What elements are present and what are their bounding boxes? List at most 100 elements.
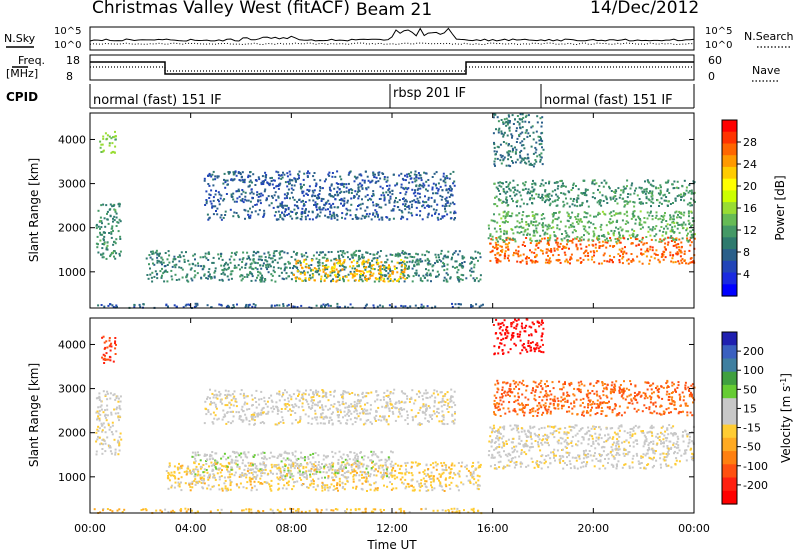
scatter-cell <box>522 233 525 236</box>
scatter-cell <box>194 483 197 486</box>
scatter-cell <box>687 232 689 235</box>
scatter-cell <box>351 273 354 276</box>
scatter-cell <box>336 170 339 173</box>
scatter-cell <box>379 278 382 281</box>
scatter-cell <box>289 266 292 269</box>
scatter-cell <box>273 455 276 458</box>
scatter-cell <box>95 450 98 453</box>
scatter-cell <box>390 474 393 477</box>
scatter-cell <box>203 455 206 457</box>
scatter-cell <box>182 306 185 309</box>
scatter-cell <box>110 151 113 154</box>
scatter-cell <box>156 261 159 264</box>
scatter-cell <box>445 204 448 207</box>
scatter-cell <box>655 186 657 189</box>
scatter-cell <box>693 191 696 194</box>
scatter-cell <box>193 305 196 308</box>
scatter-cell <box>243 468 246 471</box>
scatter-cell <box>529 134 531 137</box>
scatter-cell <box>523 147 526 150</box>
scatter-cell <box>676 227 679 230</box>
scatter-cell <box>223 178 225 181</box>
scatter-cell <box>479 252 481 255</box>
scatter-cell <box>666 223 669 226</box>
scatter-cell <box>280 271 283 274</box>
scatter-cell <box>387 189 390 192</box>
scatter-cell <box>364 195 367 198</box>
scatter-cell <box>462 274 465 277</box>
scatter-cell <box>398 468 401 471</box>
scatter-cell <box>262 461 265 464</box>
scatter-cell <box>196 468 199 471</box>
scatter-cell <box>512 149 514 151</box>
scatter-cell <box>388 218 391 221</box>
scatter-cell <box>109 303 111 306</box>
scatter-cell <box>331 476 334 479</box>
scatter-cell <box>178 278 181 281</box>
scatter-cell <box>451 462 454 465</box>
scatter-cell <box>438 479 440 482</box>
scatter-cell <box>312 456 315 459</box>
scatter-cell <box>475 277 478 280</box>
scatter-cell <box>510 145 513 148</box>
scatter-cell <box>565 232 568 235</box>
scatter-cell <box>192 456 195 458</box>
scatter-cell <box>575 185 577 187</box>
scatter-cell <box>690 192 693 195</box>
scatter-cell <box>663 238 666 241</box>
scatter-cell <box>219 216 222 219</box>
scatter-cell <box>327 199 330 202</box>
scatter-cell <box>415 214 418 216</box>
scatter-cell <box>529 163 532 166</box>
scatter-cell <box>358 461 361 464</box>
scatter-cell <box>300 215 303 218</box>
scatter-cell <box>399 478 402 481</box>
scatter-cell <box>167 250 170 253</box>
scatter-cell <box>410 466 413 469</box>
scatter-cell <box>487 237 490 240</box>
scatter-cell <box>446 177 449 180</box>
scatter-cell <box>334 175 337 178</box>
scatter-cell <box>505 120 508 123</box>
scatter-cell <box>683 253 686 255</box>
scatter-cell <box>493 246 496 249</box>
scatter-cell <box>671 221 674 224</box>
scatter-cell <box>524 131 527 134</box>
scatter-cell <box>309 483 312 486</box>
scatter-cell <box>279 174 282 177</box>
scatter-cell <box>553 200 556 203</box>
scatter-cell <box>223 172 226 175</box>
scatter-cell <box>106 241 109 244</box>
scatter-cell <box>304 218 307 221</box>
y-tick-label: 1000 <box>58 266 86 279</box>
scatter-cell <box>404 478 407 481</box>
scatter-cell <box>363 261 366 264</box>
scatter-cell <box>669 230 672 233</box>
scatter-cell <box>566 239 569 241</box>
scatter-cell <box>217 191 220 194</box>
scatter-cell <box>315 268 318 271</box>
scatter-cell <box>108 345 111 348</box>
scatter-cell <box>445 280 448 283</box>
scatter-cell <box>310 479 313 482</box>
scatter-cell <box>301 473 304 476</box>
scatter-cell <box>326 257 329 260</box>
scatter-cell <box>363 179 366 182</box>
scatter-cell <box>246 456 249 459</box>
scatter-cell <box>346 251 349 254</box>
scatter-cell <box>508 127 511 130</box>
scatter-cell <box>299 473 301 476</box>
scatter-cell <box>399 275 402 278</box>
scatter-cell <box>535 130 538 133</box>
scatter-cell <box>335 213 338 216</box>
scatter-cell <box>361 280 364 283</box>
scatter-cell <box>541 163 544 166</box>
scatter-cell <box>214 175 217 178</box>
scatter-cell <box>373 482 376 485</box>
scatter-cell <box>427 262 430 264</box>
scatter-cell <box>435 259 438 262</box>
scatter-cell <box>550 194 553 197</box>
scatter-cell <box>553 181 556 184</box>
scatter-cell <box>444 203 447 206</box>
scatter-cell <box>299 260 301 263</box>
